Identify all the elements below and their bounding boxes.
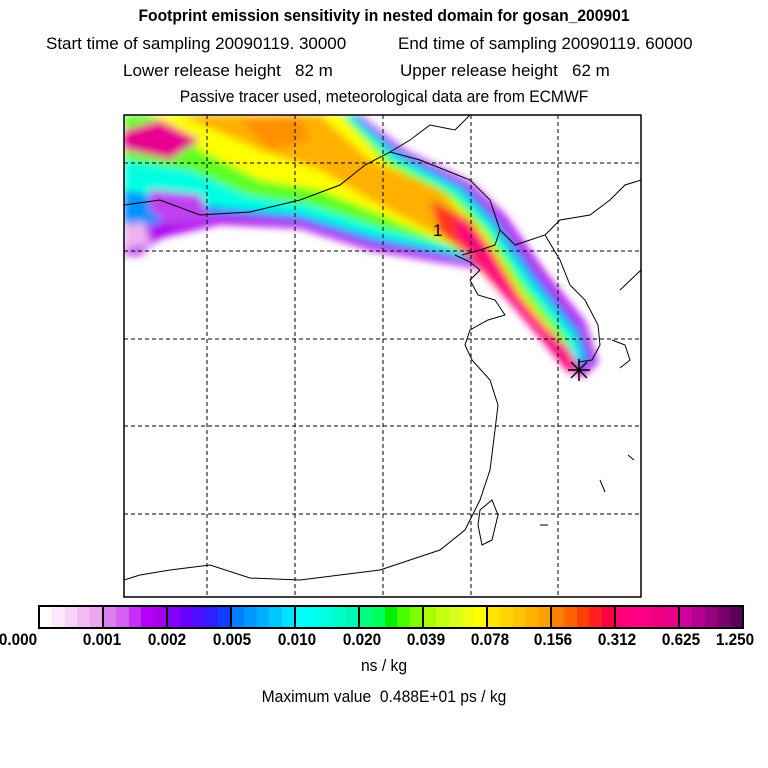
colorbar-segment [40, 607, 104, 627]
colorbar-cell [729, 607, 743, 627]
star-icon [568, 359, 590, 381]
colorbar-cell [269, 607, 282, 627]
colorbar-cell [360, 607, 373, 627]
colorbar-cell [436, 607, 449, 627]
colorbar-cell [397, 607, 410, 627]
colorbar-cell [692, 607, 705, 627]
colorbar-segment [104, 607, 168, 627]
grid-lines [124, 115, 641, 597]
colorbar-tick-label: 0.005 [212, 630, 252, 649]
colorbar-cell [205, 607, 218, 627]
colorbar-cell [77, 607, 90, 627]
location-label-1: 1 [433, 221, 442, 240]
colorbar-tick-label: 0.010 [277, 630, 317, 649]
colorbar-tick-label: 0.156 [533, 630, 573, 649]
colorbar-cell [512, 607, 526, 627]
colorbar-cell [525, 607, 538, 627]
colorbar-cell [448, 607, 462, 627]
colorbar [38, 605, 744, 629]
colorbar-tick-label: 0.625 [661, 630, 701, 649]
colorbar-cell [601, 607, 615, 627]
colorbar-cell [64, 607, 78, 627]
colorbar-cell [153, 607, 167, 627]
colorbar-segment [552, 607, 616, 627]
colorbar-cell [320, 607, 334, 627]
start-time: Start time of sampling 20090119. 30000 [46, 34, 347, 53]
colorbar-cell [372, 607, 385, 627]
colorbar-cell [217, 607, 231, 627]
colorbar-cell [589, 607, 602, 627]
colorbar-cell [473, 607, 487, 627]
colorbar-segment [616, 607, 680, 627]
colorbar-cell [345, 607, 359, 627]
colorbar-cell [488, 607, 501, 627]
colorbar-cell [256, 607, 270, 627]
colorbar-cell [576, 607, 590, 627]
colorbar-cell [665, 607, 679, 627]
lower-release-height: Lower release height 82 m [123, 61, 333, 80]
colorbar-cell [116, 607, 129, 627]
colorbar-tick-label: 0.020 [342, 630, 382, 649]
max-value: Maximum value 0.488E+01 ps / kg [261, 687, 507, 706]
footprint-map: 1 [123, 114, 642, 598]
colorbar-segment [680, 607, 743, 627]
colorbar-tick-label: 0.002 [147, 630, 187, 649]
colorbar-tick-label: 0.000 [0, 630, 38, 649]
colorbar-cell [141, 607, 154, 627]
colorbar-cell [552, 607, 565, 627]
plot-title: Footprint emission sensitivity in nested… [138, 6, 630, 25]
coastlines [124, 115, 641, 581]
colorbar-cell [40, 607, 53, 627]
colorbar-cell [52, 607, 65, 627]
colorbar-cell [168, 607, 181, 627]
colorbar-tick-label: 1.250 [715, 630, 755, 649]
colorbar-cell [461, 607, 474, 627]
map-frame [123, 114, 642, 598]
colorbar-tick-label: 0.078 [470, 630, 510, 649]
colorbar-cell [244, 607, 257, 627]
colorbar-cell [653, 607, 666, 627]
colorbar-cell [616, 607, 629, 627]
tracer-info: Passive tracer used, meteorological data… [179, 87, 589, 106]
colorbar-cell [89, 607, 103, 627]
colorbar-cell [281, 607, 295, 627]
colorbar-cell [717, 607, 730, 627]
colorbar-cell [384, 607, 398, 627]
colorbar-segment [488, 607, 552, 627]
colorbar-cell [232, 607, 245, 627]
colorbar-cell [409, 607, 423, 627]
colorbar-cell [640, 607, 654, 627]
colorbar-cell [564, 607, 577, 627]
colorbar-tick-label: 0.312 [597, 630, 637, 649]
colorbar-cell [128, 607, 142, 627]
upper-release-height: Upper release height 62 m [400, 61, 610, 80]
colorbar-segment [296, 607, 360, 627]
colorbar-cell [333, 607, 346, 627]
colorbar-segment [168, 607, 232, 627]
colorbar-cell [628, 607, 641, 627]
colorbar-segment [360, 607, 424, 627]
colorbar-cell [537, 607, 551, 627]
end-time: End time of sampling 20090119. 60000 [398, 34, 693, 53]
colorbar-cell [180, 607, 193, 627]
colorbar-cell [424, 607, 437, 627]
colorbar-cell [704, 607, 718, 627]
colorbar-cell [500, 607, 513, 627]
colorbar-cell [680, 607, 693, 627]
colorbar-unit: ns / kg [360, 656, 408, 675]
colorbar-segment [424, 607, 488, 627]
colorbar-segment [232, 607, 296, 627]
colorbar-cell [296, 607, 309, 627]
colorbar-tick-label: 0.039 [406, 630, 446, 649]
colorbar-tick-label: 0.001 [82, 630, 122, 649]
colorbar-cell [104, 607, 117, 627]
colorbar-cell [192, 607, 206, 627]
colorbar-cell [308, 607, 321, 627]
